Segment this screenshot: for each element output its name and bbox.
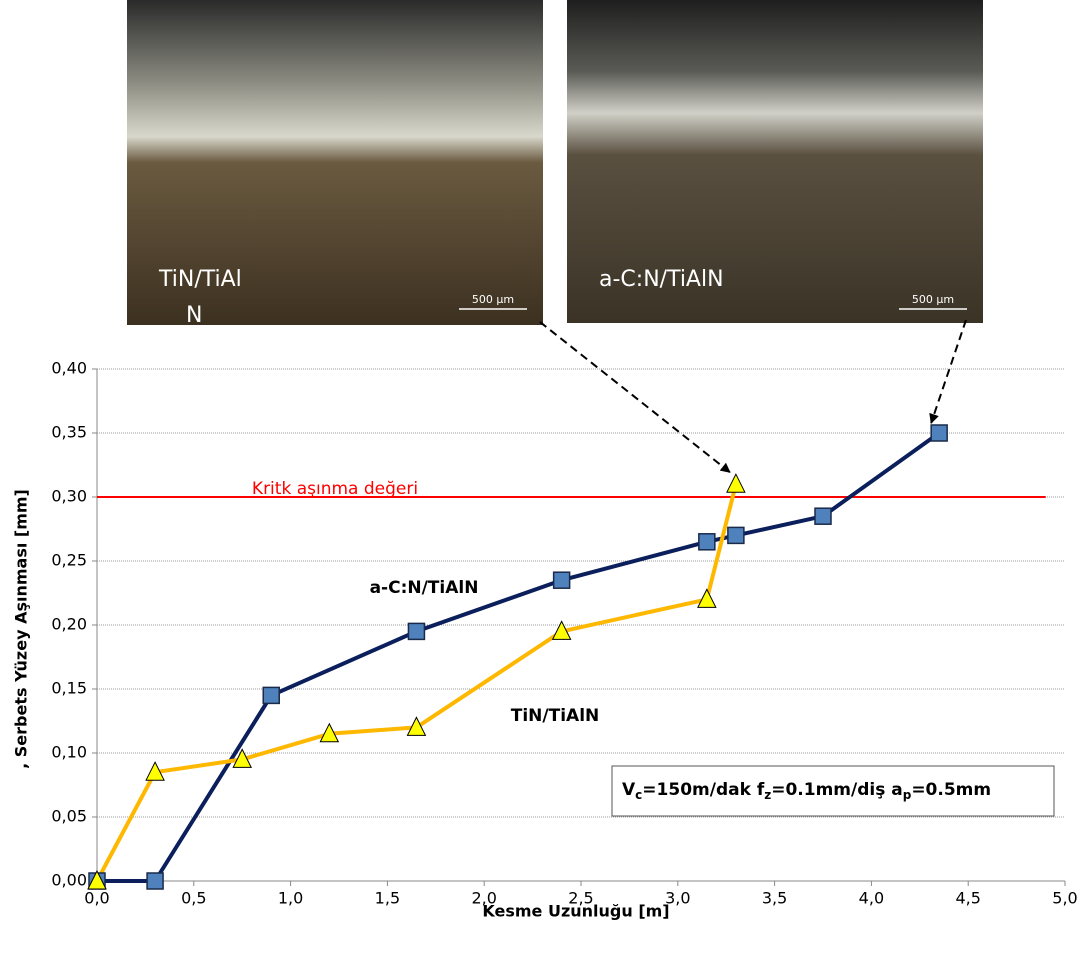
- data-marker: [727, 526, 745, 545]
- data-marker: [698, 533, 716, 551]
- data-marker: [406, 716, 427, 736]
- y-axis-title: , Serbets Yüzey Aşınması [mm]: [12, 489, 31, 769]
- micrograph: [127, 0, 543, 325]
- data-marker: [319, 722, 340, 743]
- x-tick-label: 1,5: [375, 889, 400, 908]
- subscript: z: [764, 788, 771, 802]
- conditions-text: =0.5mm: [911, 780, 991, 800]
- subscript: p: [903, 788, 912, 802]
- data-marker: [146, 872, 164, 890]
- x-tick-label: 4,5: [955, 889, 980, 908]
- y-tick-label: 0,25: [51, 551, 87, 570]
- data-marker: [262, 686, 280, 705]
- series-line: [95, 483, 738, 882]
- conditions-text: =150m/dak f: [642, 780, 765, 800]
- y-tick-label: 0,15: [51, 679, 87, 698]
- subscript: c: [635, 788, 642, 802]
- y-tick-label: 0,10: [51, 743, 87, 762]
- data-marker: [551, 620, 572, 640]
- y-tick-label: 0,35: [51, 423, 87, 442]
- data-marker: [145, 761, 165, 781]
- y-tick-label: 0,40: [51, 359, 87, 378]
- image-label: N: [186, 303, 202, 328]
- scale-label: 500 µm: [472, 293, 514, 306]
- image-label: TiN/TiAl: [158, 267, 242, 292]
- x-tick-label: 0,5: [181, 889, 206, 908]
- data-marker: [697, 588, 717, 608]
- series-label: TiN/TiAlN: [511, 706, 600, 726]
- image-label: a-C:N/TiAlN: [599, 267, 724, 292]
- data-marker: [814, 507, 832, 525]
- reference-label: Kritk aşınma değeri: [252, 479, 418, 499]
- y-tick-label: 0,30: [51, 487, 87, 506]
- x-axis-title: Kesme Uzunluğu [m]: [482, 902, 669, 921]
- conditions: Vc=150m/dak fz=0.1mm/diş ap=0.5mm: [622, 780, 991, 802]
- data-marker: [87, 869, 107, 890]
- data-marker: [726, 473, 746, 493]
- data-marker: [930, 424, 948, 442]
- x-tick-label: 5,0: [1052, 889, 1077, 908]
- data-marker: [552, 571, 571, 589]
- y-tick-label: 0,05: [51, 807, 87, 826]
- x-tick-label: 3,0: [665, 889, 690, 908]
- x-tick-label: 1,0: [278, 889, 303, 908]
- scale-label: 500 µm: [912, 293, 954, 306]
- micrograph: [567, 0, 983, 323]
- x-tick-label: 4,0: [859, 889, 884, 908]
- series-label: a-C:N/TiAlN: [370, 578, 479, 598]
- conditions-box: [611, 765, 1055, 817]
- x-tick-label: 3,5: [762, 889, 787, 908]
- conditions-text: =0.1mm/diş a: [771, 780, 903, 800]
- x-tick-label: 2,5: [568, 889, 593, 908]
- arrow: [539, 321, 731, 473]
- data-marker: [407, 622, 426, 641]
- arrow: [929, 319, 967, 424]
- data-marker: [232, 748, 253, 768]
- x-tick-label: 2,0: [471, 889, 496, 908]
- x-tick-label: 0,0: [84, 889, 109, 908]
- conditions-text: V: [622, 780, 636, 800]
- y-tick-label: 0,00: [51, 871, 87, 890]
- y-tick-label: 0,20: [51, 615, 87, 634]
